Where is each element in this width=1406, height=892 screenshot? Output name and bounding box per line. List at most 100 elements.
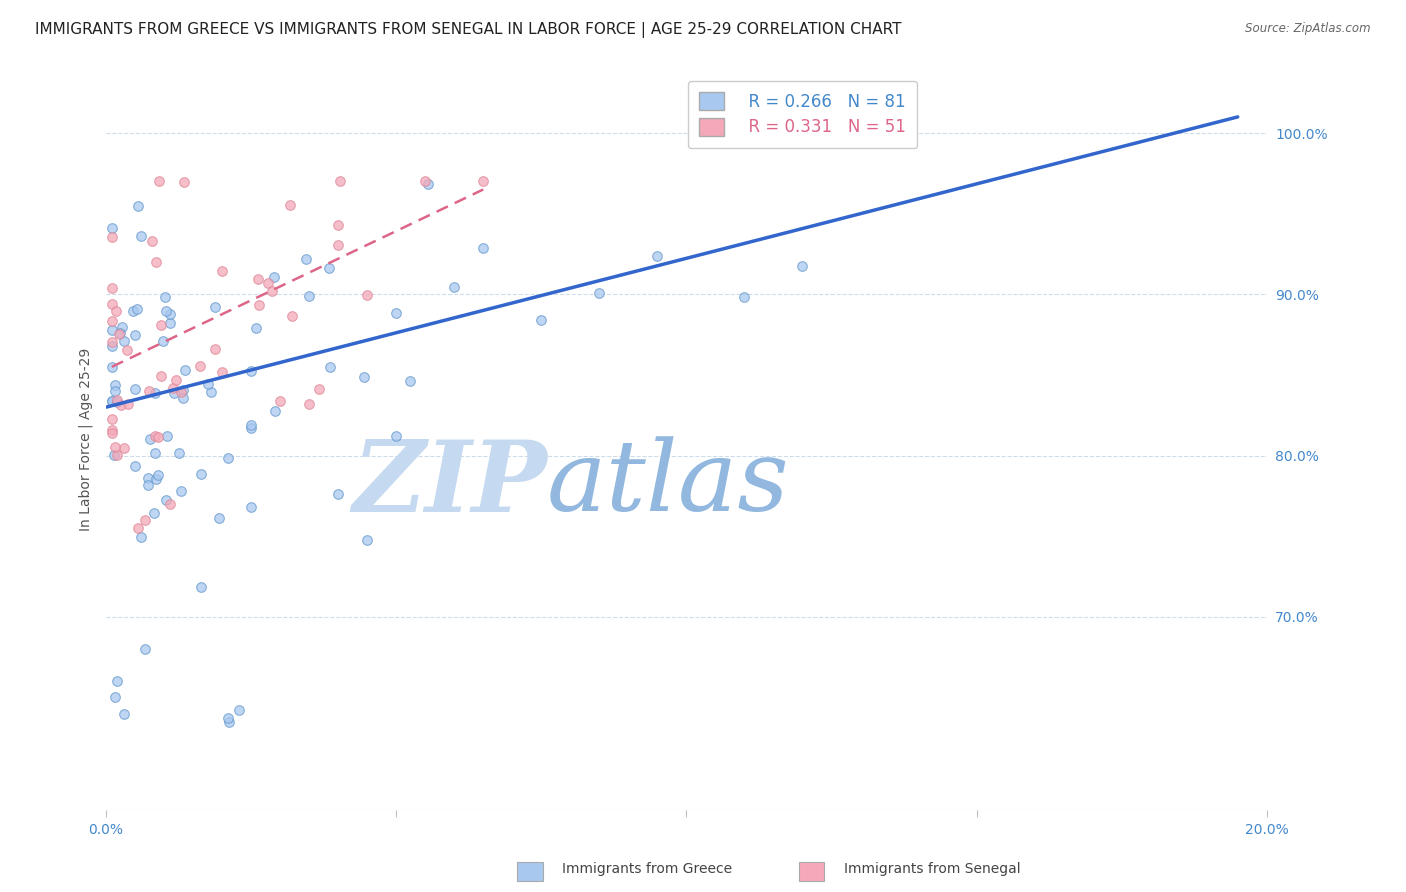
- Point: [124, 459, 146, 474]
- Point: [647, 249, 669, 263]
- Point: [138, 384, 160, 399]
- Point: [329, 174, 352, 188]
- Point: [197, 377, 219, 392]
- Point: [152, 334, 174, 348]
- Point: [159, 497, 181, 511]
- Point: [356, 533, 378, 547]
- Point: [418, 177, 440, 191]
- Point: [129, 229, 152, 244]
- Point: [104, 378, 127, 392]
- Point: [204, 300, 226, 314]
- Point: [100, 334, 122, 349]
- Point: [142, 506, 165, 520]
- Point: [356, 288, 378, 302]
- Point: [163, 385, 186, 400]
- Point: [295, 252, 318, 266]
- Point: [530, 313, 553, 327]
- Point: [353, 369, 375, 384]
- Point: [100, 230, 122, 244]
- Point: [143, 446, 166, 460]
- Point: [104, 440, 127, 454]
- Point: [245, 321, 267, 335]
- Point: [110, 398, 132, 412]
- Point: [104, 384, 127, 399]
- Point: [172, 391, 194, 405]
- Point: [308, 382, 330, 396]
- Point: [260, 285, 283, 299]
- Point: [211, 365, 233, 379]
- Point: [166, 373, 188, 387]
- Point: [124, 382, 146, 396]
- Point: [156, 429, 179, 443]
- Point: [104, 303, 127, 318]
- Point: [145, 472, 167, 486]
- Point: [472, 241, 495, 255]
- Point: [148, 174, 170, 188]
- Point: [117, 397, 139, 411]
- Point: [112, 706, 135, 721]
- Point: [112, 441, 135, 455]
- Point: [385, 306, 408, 320]
- Text: Immigrants from Senegal: Immigrants from Senegal: [844, 862, 1021, 876]
- Point: [159, 307, 181, 321]
- Point: [138, 432, 160, 446]
- Point: [472, 174, 495, 188]
- Point: [143, 385, 166, 400]
- Point: [100, 313, 122, 327]
- Point: [399, 375, 422, 389]
- Point: [104, 690, 127, 705]
- Point: [240, 500, 263, 515]
- Point: [127, 521, 149, 535]
- Text: IMMIGRANTS FROM GREECE VS IMMIGRANTS FROM SENEGAL IN LABOR FORCE | AGE 25-29 COR: IMMIGRANTS FROM GREECE VS IMMIGRANTS FRO…: [35, 22, 901, 38]
- Point: [240, 364, 263, 378]
- Y-axis label: In Labor Force | Age 25-29: In Labor Force | Age 25-29: [79, 348, 93, 531]
- Point: [155, 303, 177, 318]
- Point: [174, 363, 197, 377]
- Point: [269, 393, 291, 408]
- Point: [105, 674, 128, 689]
- Point: [136, 478, 159, 492]
- Point: [188, 359, 211, 373]
- Point: [105, 448, 128, 462]
- Point: [228, 703, 250, 717]
- Point: [150, 318, 173, 332]
- Text: ZIP: ZIP: [352, 435, 547, 533]
- Point: [108, 327, 131, 342]
- Text: Source: ZipAtlas.com: Source: ZipAtlas.com: [1246, 22, 1371, 36]
- Point: [150, 368, 173, 383]
- Point: [263, 270, 285, 285]
- Point: [136, 471, 159, 485]
- Point: [103, 448, 125, 462]
- Point: [217, 711, 239, 725]
- Point: [240, 418, 263, 433]
- Point: [281, 310, 304, 324]
- Point: [141, 234, 163, 248]
- Point: [108, 326, 131, 340]
- Point: [443, 279, 465, 293]
- Point: [100, 339, 122, 353]
- Point: [588, 285, 610, 300]
- Point: [145, 255, 167, 269]
- Point: [190, 467, 212, 481]
- Point: [326, 487, 349, 501]
- Text: Immigrants from Greece: Immigrants from Greece: [562, 862, 733, 876]
- Point: [115, 343, 138, 357]
- Point: [257, 277, 280, 291]
- Point: [298, 397, 321, 411]
- Point: [167, 446, 190, 460]
- Point: [278, 198, 301, 212]
- Point: [148, 468, 170, 483]
- Point: [207, 510, 229, 524]
- Legend:   R = 0.266   N = 81,   R = 0.331   N = 51: R = 0.266 N = 81, R = 0.331 N = 51: [688, 80, 917, 148]
- Point: [173, 175, 195, 189]
- Point: [145, 429, 167, 443]
- Point: [733, 290, 755, 304]
- Point: [385, 429, 408, 443]
- Point: [100, 221, 122, 235]
- Point: [100, 281, 122, 295]
- Point: [134, 513, 156, 527]
- Point: [111, 320, 134, 334]
- Point: [172, 383, 194, 397]
- Point: [264, 403, 287, 417]
- Point: [190, 580, 212, 594]
